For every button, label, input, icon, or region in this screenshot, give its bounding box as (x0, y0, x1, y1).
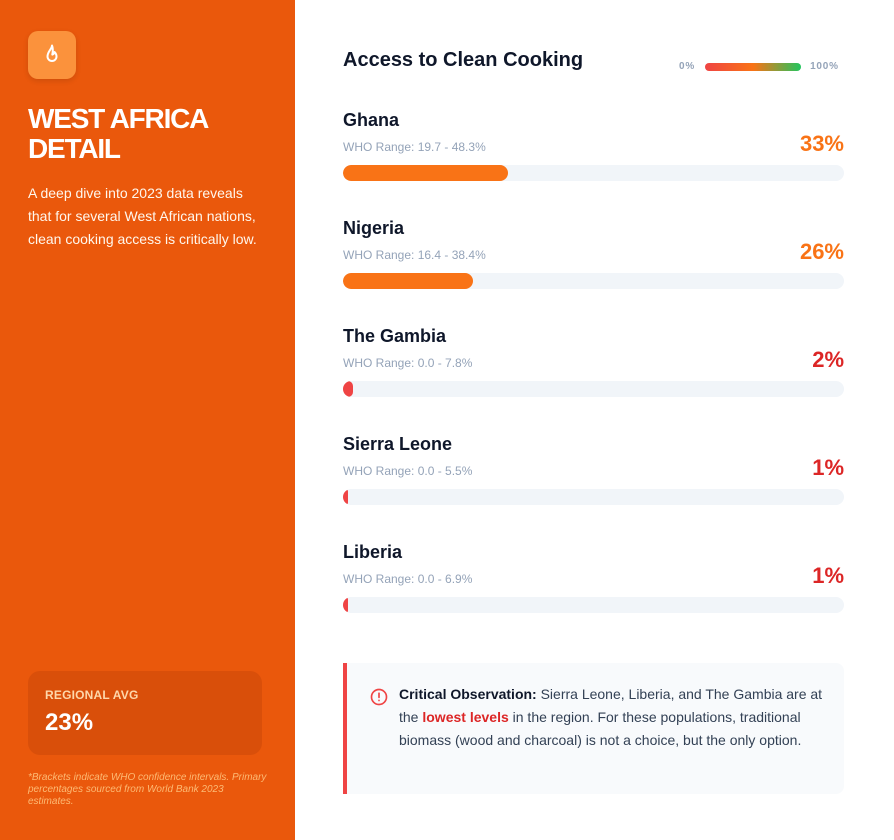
bar-row: Liberia WHO Range: 0.0 - 6.9% 1% (343, 542, 844, 622)
regional-avg-value: 23% (45, 709, 94, 736)
footnote: *Brackets indicate WHO confidence interv… (28, 772, 267, 807)
bar-range-label: WHO Range: 19.7 - 48.3% (343, 140, 486, 154)
bar-track (343, 381, 844, 397)
bar-track (343, 165, 844, 181)
main-panel: Access to Clean Cooking 0% 100% Ghana WHO… (295, 0, 894, 840)
bar-range-label: WHO Range: 0.0 - 5.5% (343, 464, 473, 478)
bar-row: The Gambia WHO Range: 0.0 - 7.8% 2% (343, 326, 844, 406)
bar-category-label: Ghana (343, 110, 400, 130)
flame-icon (46, 44, 58, 62)
sidebar-title: WEST AFRICA DETAIL (28, 103, 209, 164)
bar-value-label: 1% (812, 563, 844, 588)
note-text: Critical Observation: Sierra Leone, Libe… (399, 683, 827, 752)
bar (343, 597, 348, 613)
bar-range-label: WHO Range: 0.0 - 7.8% (343, 356, 473, 370)
bar-value-label: 33% (799, 131, 844, 156)
note-heading: Critical Observation: (399, 686, 537, 702)
bar-row: Sierra Leone WHO Range: 0.0 - 5.5% 1% (343, 434, 844, 514)
legend-min-label: 0% (679, 61, 696, 72)
alert-circle-icon (370, 688, 388, 706)
sidebar: WEST AFRICA DETAIL A deep dive into 2023… (0, 0, 295, 840)
bar-range-label: WHO Range: 16.4 - 38.4% (343, 248, 486, 262)
bar-row: Ghana WHO Range: 19.7 - 48.3% 33% (343, 110, 844, 190)
bar (343, 489, 348, 505)
bar-track (343, 597, 844, 613)
legend-max-label: 100% (810, 61, 839, 72)
legend: 0% 100% (679, 61, 839, 72)
bar (343, 381, 354, 397)
note-text-2: in the region. For these populations, tr… (399, 709, 802, 748)
bar-category-label: The Gambia (343, 326, 447, 346)
bar-value-label: 26% (799, 239, 844, 264)
note-highlight: lowest levels (422, 709, 509, 725)
bar-category-label: Sierra Leone (343, 434, 453, 454)
bar-track (343, 273, 844, 289)
legend-gradient-bar (705, 62, 802, 71)
flame-logo (28, 31, 76, 79)
note-text-1: Sierra Leone, Liberia, and The Gambia ar… (399, 686, 823, 725)
bar-category-label: Liberia (343, 542, 403, 562)
bar (343, 273, 474, 289)
bar-category-label: Nigeria (343, 218, 405, 238)
chart-title: Access to Clean Cooking (343, 49, 584, 71)
sidebar-description: A deep dive into 2023 data reveals that … (28, 185, 257, 247)
bar-range-label: WHO Range: 0.0 - 6.9% (343, 572, 473, 586)
bar-value-label: 1% (812, 455, 844, 480)
bar (343, 165, 509, 181)
bar-track (343, 489, 844, 505)
bar-value-label: 2% (812, 347, 844, 372)
regional-avg-label: REGIONAL AVG (45, 688, 139, 702)
regional-avg-card: REGIONAL AVG 23% (28, 671, 262, 755)
critical-observation-callout: Critical Observation: Sierra Leone, Libe… (343, 663, 844, 794)
bar-row: Nigeria WHO Range: 16.4 - 38.4% 26% (343, 218, 844, 298)
